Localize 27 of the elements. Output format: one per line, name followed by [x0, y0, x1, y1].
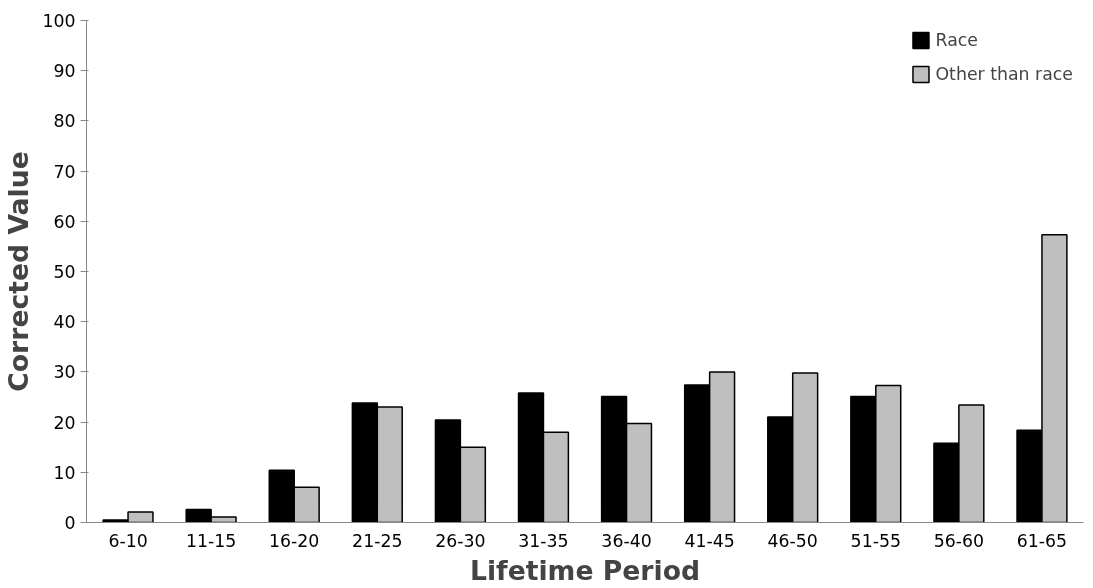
y-tick-label: 50: [53, 262, 76, 282]
x-tick-label: 46-50: [767, 530, 818, 551]
y-tick-label: 0: [64, 513, 76, 533]
y-tick-label: 40: [53, 312, 76, 333]
y-tick-label: 80: [53, 111, 76, 132]
x-tick-label: 56-60: [933, 530, 985, 551]
x-tick-label: 16-20: [269, 530, 320, 551]
x-tick-label: 61-65: [1016, 530, 1068, 551]
y-tick-label: 70: [53, 161, 76, 182]
x-tick-label: 11-15: [185, 530, 237, 551]
x-axis-title: Lifetime Period: [469, 554, 701, 586]
x-tick-label: 6-10: [108, 530, 148, 551]
y-tick-label: 90: [53, 61, 76, 82]
x-tick-label: 21-25: [352, 530, 403, 551]
legend-label: Race: [935, 30, 978, 50]
legend-label: Other than race: [935, 64, 1073, 84]
x-tick-label: 26-30: [435, 530, 486, 551]
y-tick-label: 30: [53, 362, 76, 383]
x-tick-label: 41-45: [684, 530, 735, 551]
x-tick-label: 36-40: [601, 530, 652, 551]
y-tick-label: 10: [53, 462, 76, 483]
x-tick-label: 31-35: [518, 530, 569, 551]
y-tick-label: 100: [42, 11, 76, 31]
y-tick-label: 20: [53, 412, 76, 433]
y-tick-label: 60: [53, 211, 76, 232]
y-axis-title: Corrected Value: [3, 151, 35, 392]
x-tick-label: 51-55: [850, 530, 901, 551]
